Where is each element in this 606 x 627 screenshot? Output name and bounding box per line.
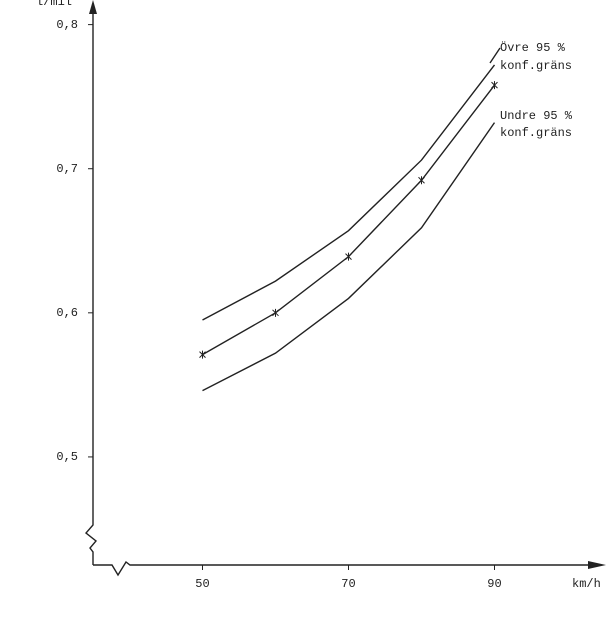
annotation: konf.gräns (500, 59, 572, 73)
marker (272, 308, 279, 317)
x-arrow (588, 561, 606, 569)
x-tick-label: 70 (341, 577, 355, 591)
curve (202, 84, 496, 356)
y-tick-label: 0,8 (56, 18, 78, 32)
marker (345, 252, 352, 261)
annotation: konf.gräns (500, 126, 572, 140)
x-axis (93, 560, 590, 577)
x-tick-label: 90 (487, 577, 501, 591)
y-tick-label: 0,5 (56, 450, 78, 464)
x-tick-label: 50 (195, 577, 209, 591)
curve (202, 64, 496, 321)
y-arrow (89, 0, 97, 14)
y-axis-label: l/mil (36, 0, 72, 9)
marker (491, 81, 498, 90)
annotation: Undre 95 % (500, 109, 573, 123)
marker (418, 176, 425, 185)
y-tick-label: 0,7 (56, 162, 78, 176)
marker (199, 350, 206, 359)
y-axis (84, 8, 98, 565)
annotation: Övre 95 % (500, 41, 566, 55)
curve (202, 122, 496, 392)
y-tick-label: 0,6 (56, 306, 78, 320)
leader-line (489, 47, 501, 64)
x-axis-label: km/h (572, 577, 601, 591)
